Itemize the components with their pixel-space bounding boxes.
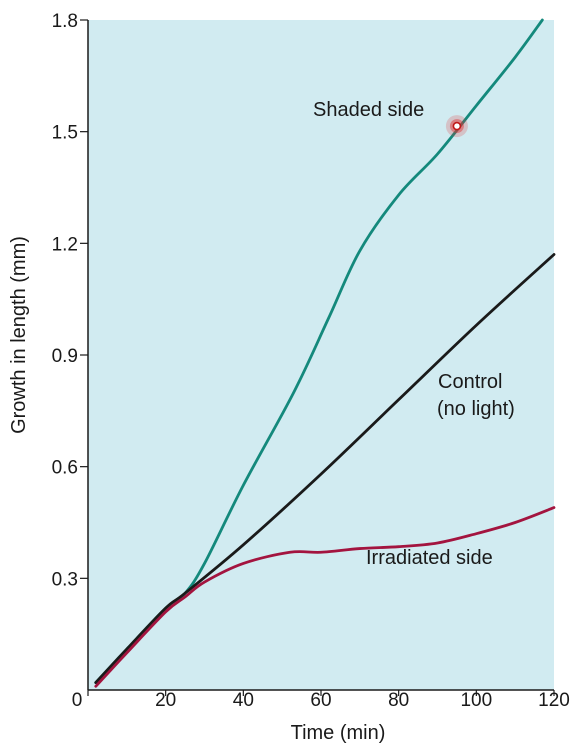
- x-tick-label: 20: [155, 690, 176, 711]
- annotation-shaded-side: Shaded side: [313, 99, 424, 121]
- x-axis: 0 20 40 60 80 100 120: [72, 689, 570, 711]
- marker-dot: [452, 121, 462, 131]
- y-axis: 0.3 0.6 0.9 1.2 1.5 1.8: [52, 11, 89, 690]
- annotation-irradiated-side: Irradiated side: [366, 547, 493, 569]
- x-tick-label: 80: [388, 690, 409, 711]
- y-tick-label: 1.5: [52, 123, 78, 144]
- x-axis-title: Time (min): [291, 722, 386, 744]
- x-tick-label: 120: [538, 690, 570, 711]
- x-tick-label: 0: [72, 690, 83, 711]
- y-axis-title: Growth in length (mm): [8, 236, 30, 434]
- y-tick-label: 1.8: [52, 11, 78, 32]
- series-line-control-no-light: [94, 253, 556, 684]
- annotation-control: Control: [438, 371, 502, 393]
- x-tick-label: 100: [460, 690, 492, 711]
- annotation-no-light: (no light): [437, 398, 515, 420]
- series-line-irradiated-side: [94, 506, 556, 688]
- plot-background: [88, 20, 554, 690]
- series-lines: [94, 18, 556, 688]
- y-tick-label: 1.2: [52, 234, 78, 255]
- x-tick-label: 60: [310, 690, 331, 711]
- x-tick-label: 40: [233, 690, 254, 711]
- highlight-marker: [445, 115, 468, 138]
- y-tick-label: 0.9: [52, 346, 78, 367]
- y-tick-label: 0.6: [52, 458, 78, 479]
- y-tick-label: 0.3: [52, 569, 78, 590]
